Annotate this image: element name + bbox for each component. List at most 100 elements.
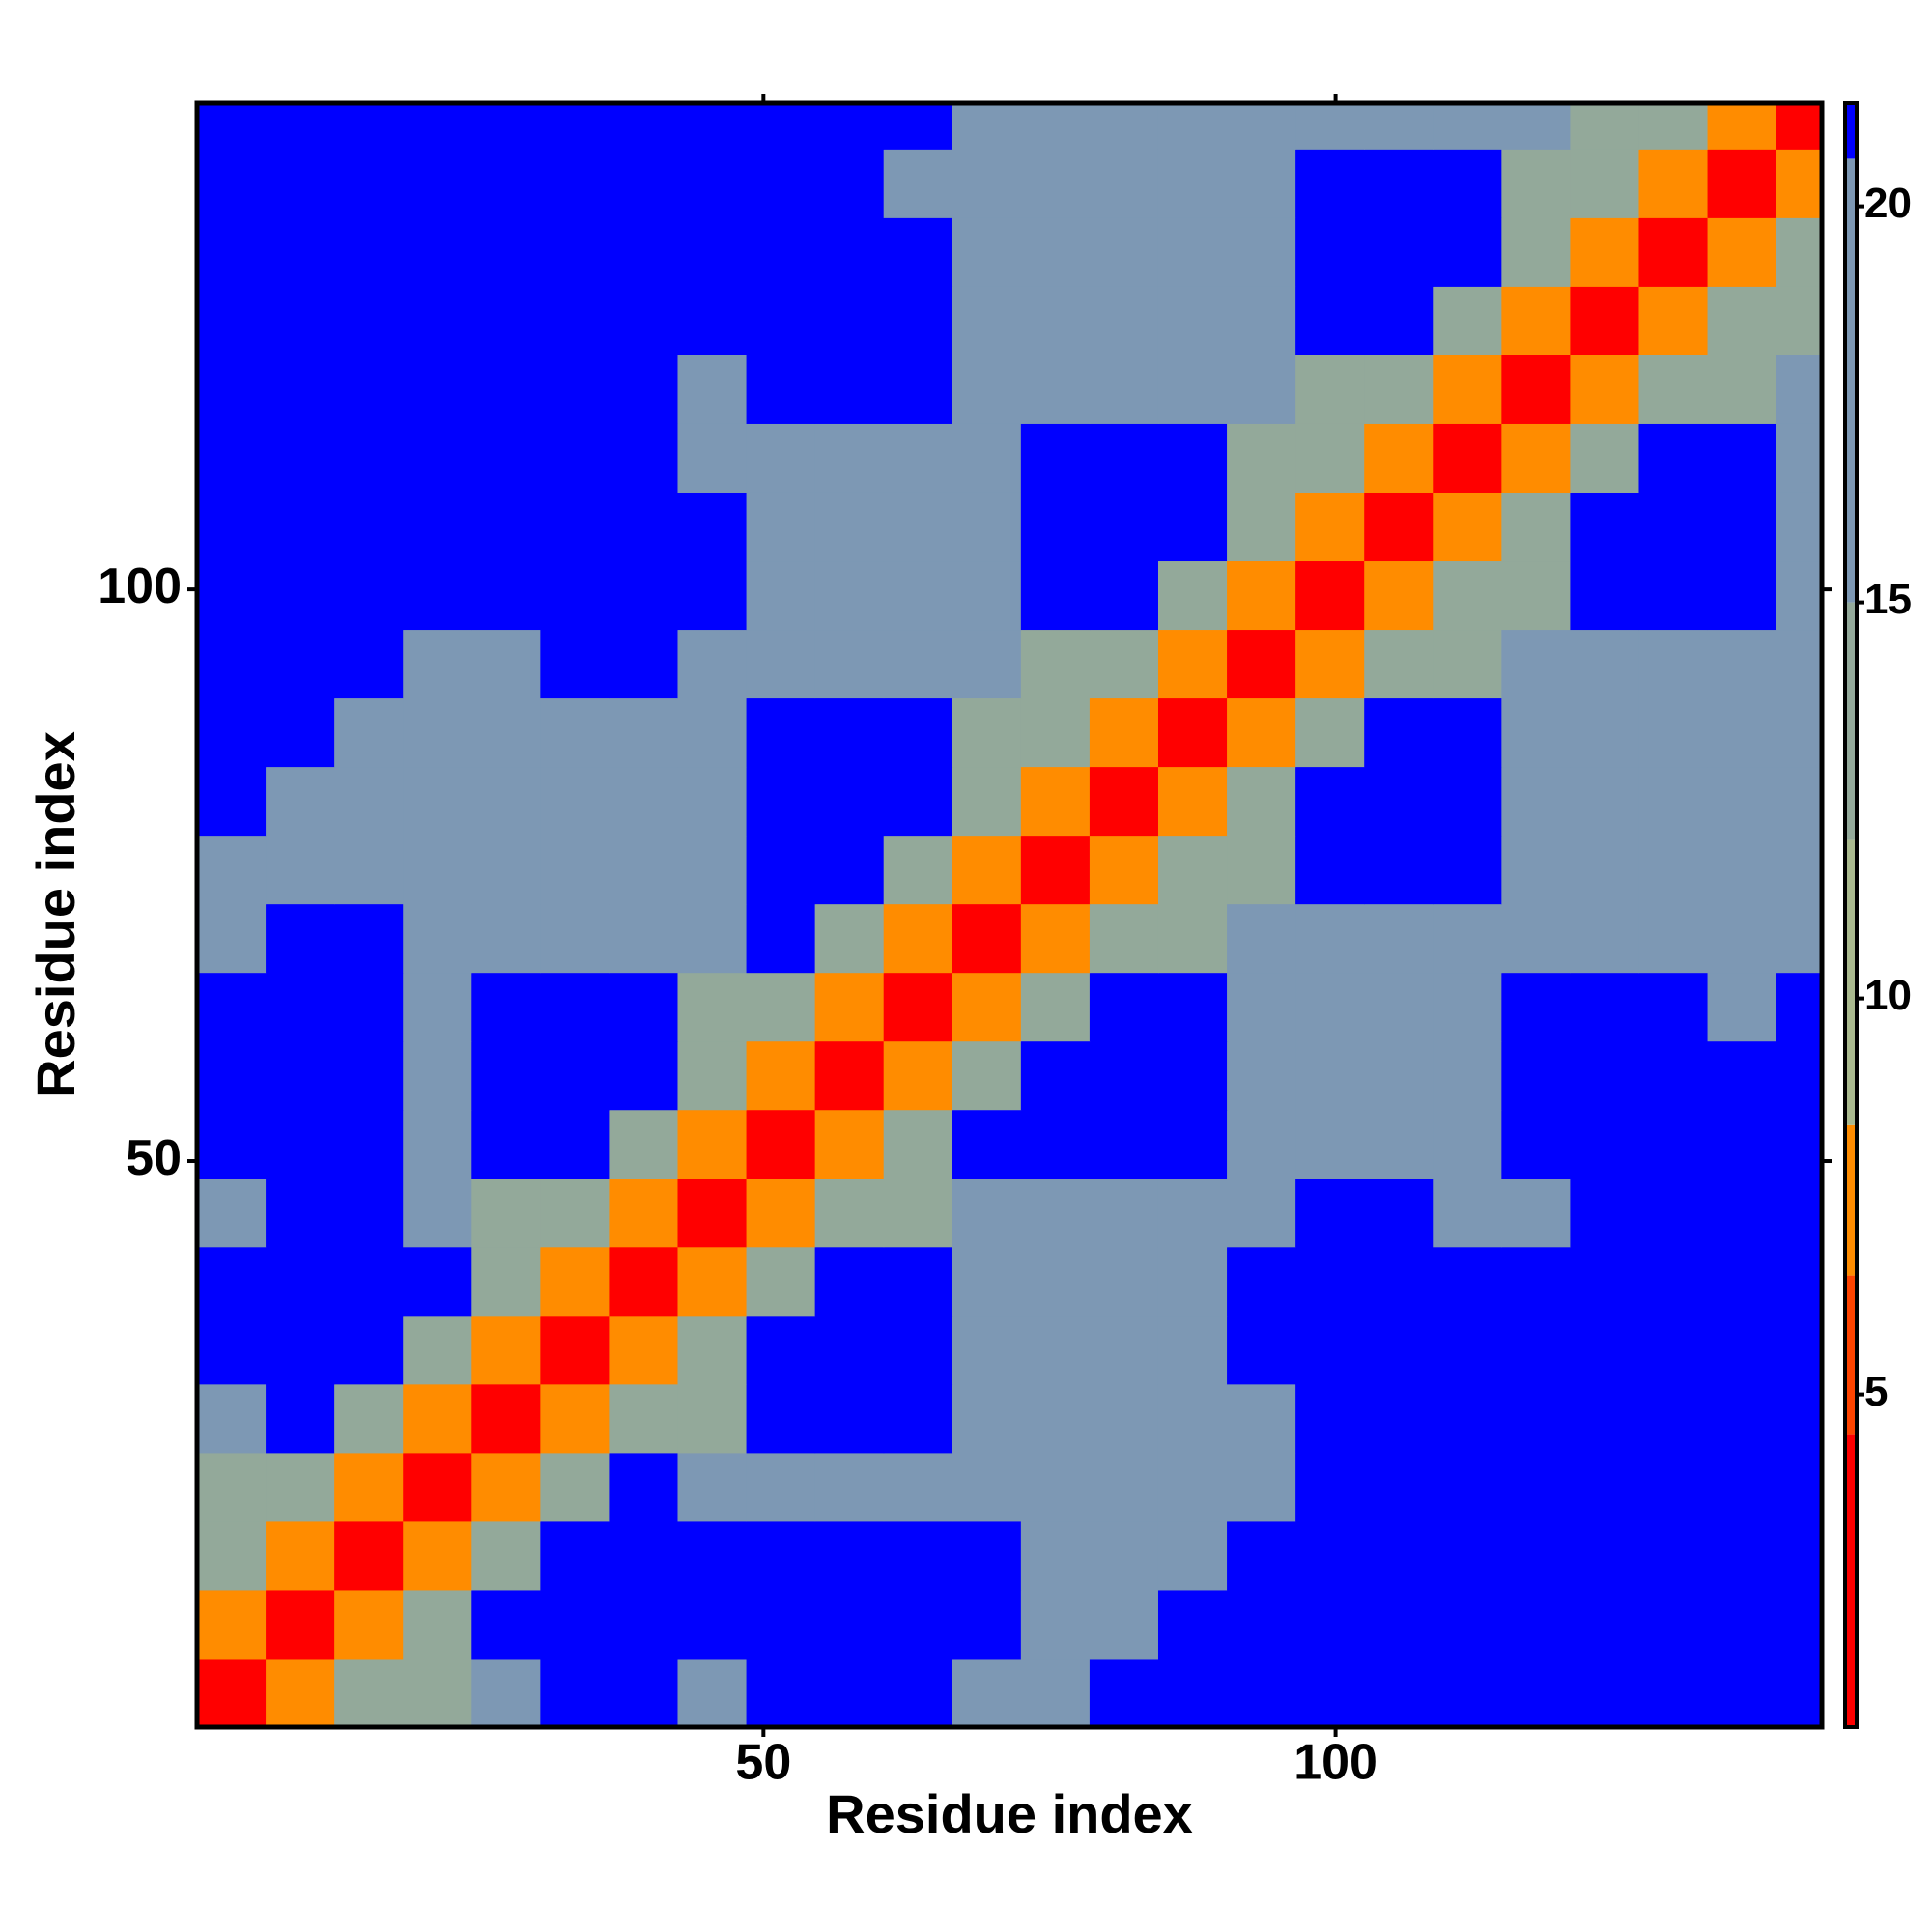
heatmap-cell [677, 103, 748, 150]
heatmap-cell [1570, 286, 1639, 355]
heatmap-cell [1570, 766, 1639, 837]
heatmap-cell [952, 149, 1022, 218]
heatmap-cell [1570, 1452, 1639, 1522]
heatmap-cell [883, 903, 953, 974]
heatmap-cell [471, 697, 541, 768]
heatmap-cell [883, 835, 953, 905]
heatmap-cell [1020, 1520, 1091, 1591]
heatmap-cell [1433, 1246, 1502, 1317]
heatmap-cell [883, 217, 953, 287]
heatmap-cell [1295, 1040, 1365, 1111]
heatmap-cell [403, 103, 472, 150]
y-tick-label: 50 [126, 1130, 182, 1186]
heatmap-cell [609, 103, 678, 150]
heatmap-cell [1227, 697, 1296, 768]
heatmap-cell [334, 1246, 404, 1317]
heatmap-cell [1295, 355, 1365, 424]
heatmap-cell [1089, 149, 1159, 218]
heatmap-cell [1295, 1589, 1365, 1660]
heatmap-cell [1295, 1658, 1365, 1727]
heatmap-cell [1295, 1520, 1365, 1591]
heatmap-cell [1295, 1109, 1365, 1179]
heatmap-cell [1157, 1452, 1228, 1522]
heatmap-cell [1364, 1040, 1434, 1111]
heatmap-cell [540, 1589, 610, 1660]
heatmap-cell [1364, 1520, 1434, 1591]
heatmap-cell [334, 1452, 404, 1522]
heatmap-cell [471, 1315, 541, 1385]
heatmap-cell [334, 286, 404, 355]
heatmap-cell [1707, 1315, 1777, 1385]
heatmap-cell [1295, 697, 1365, 768]
heatmap-cell [1157, 1246, 1228, 1317]
heatmap-cell [609, 972, 678, 1042]
heatmap-cell [334, 1520, 404, 1591]
heatmap-cell [1295, 423, 1365, 493]
heatmap-cell [540, 1452, 610, 1522]
heatmap-cell [197, 149, 267, 218]
heatmap-cell [1020, 1589, 1091, 1660]
heatmap-cell [952, 1383, 1022, 1454]
heatmap-cell [1364, 217, 1434, 287]
heatmap-cell [403, 286, 472, 355]
heatmap-cell [266, 629, 335, 699]
heatmap-cell [609, 1178, 678, 1248]
heatmap-cell [1157, 903, 1228, 974]
heatmap-cell [540, 1520, 610, 1591]
heatmap-cell [1433, 1589, 1502, 1660]
heatmap-cell [1157, 423, 1228, 493]
heatmap-cell [197, 697, 267, 768]
heatmap-cell [403, 1109, 472, 1179]
heatmap-cell [1364, 972, 1434, 1042]
heatmap-cell [266, 1109, 335, 1179]
heatmap-cell [1295, 217, 1365, 287]
heatmap-cell [1364, 149, 1434, 218]
heatmap-cell [1020, 355, 1091, 424]
heatmap-cell [1638, 560, 1709, 631]
heatmap-cell [746, 1109, 816, 1179]
heatmap-cell [746, 1589, 816, 1660]
heatmap-cell [814, 1452, 885, 1522]
heatmap-cell [1364, 103, 1434, 150]
heatmap-cell [952, 1178, 1022, 1248]
heatmap-cell [883, 1178, 953, 1248]
heatmap-cell [814, 1246, 885, 1317]
heatmap-cell [1638, 1109, 1709, 1179]
heatmap-cell [677, 149, 748, 218]
heatmap-cell [1089, 1658, 1159, 1727]
heatmap-cell [471, 217, 541, 287]
heatmap-cell [1433, 972, 1502, 1042]
heatmap-cell [1638, 972, 1709, 1042]
heatmap-cell [677, 835, 748, 905]
heatmap-cell [334, 766, 404, 837]
heatmap-cell [883, 560, 953, 631]
heatmap-cell [1020, 629, 1091, 699]
heatmap-cell [1776, 1178, 1822, 1248]
heatmap-cell [1089, 1178, 1159, 1248]
heatmap-cell [197, 1452, 267, 1522]
heatmap-cell [677, 1040, 748, 1111]
heatmap-cell [540, 766, 610, 837]
heatmap-cell [1020, 1452, 1091, 1522]
heatmap-cell [1227, 903, 1296, 974]
heatmap-cell [1638, 355, 1709, 424]
heatmap-cell [1638, 149, 1709, 218]
heatmap-cell [883, 423, 953, 493]
heatmap-cell [746, 903, 816, 974]
heatmap-cell [1501, 697, 1571, 768]
heatmap-cell [883, 355, 953, 424]
heatmap-cell [1433, 835, 1502, 905]
heatmap-cell [1227, 492, 1296, 562]
heatmap-cell [540, 1109, 610, 1179]
heatmap-cell [609, 286, 678, 355]
heatmap-cell [1157, 1383, 1228, 1454]
heatmap-cell [1295, 1246, 1365, 1317]
heatmap-cell [1089, 697, 1159, 768]
heatmap-cell [609, 903, 678, 974]
heatmap-cell [471, 1109, 541, 1179]
heatmap-cell [1776, 697, 1822, 768]
heatmap-cell [746, 217, 816, 287]
heatmap-cell [1020, 766, 1091, 837]
heatmap-cell [1157, 560, 1228, 631]
heatmap-cell [1433, 1109, 1502, 1179]
